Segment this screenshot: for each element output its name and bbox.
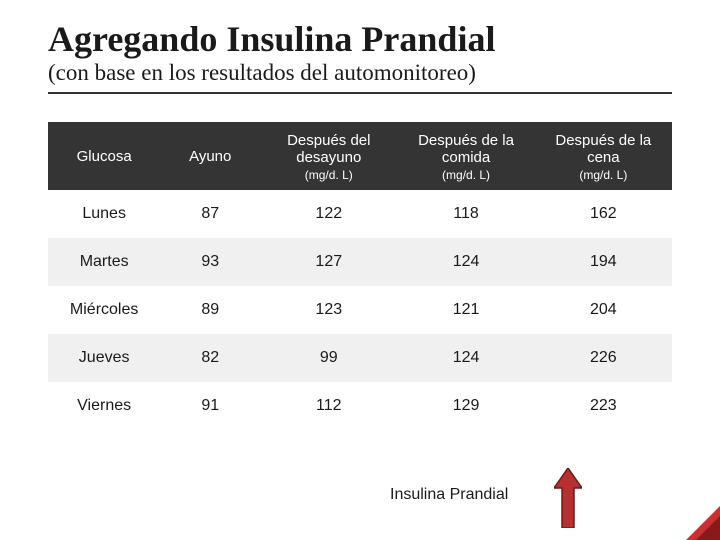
table-header-row: Glucosa Ayuno Después del desayuno (mg/d… bbox=[48, 122, 672, 190]
table-row: Martes 93 127 124 194 bbox=[48, 238, 672, 286]
cell-ayuno: 89 bbox=[160, 286, 260, 334]
cell-comida: 121 bbox=[397, 286, 534, 334]
col-header-ayuno: Ayuno bbox=[160, 122, 260, 190]
cell-comida: 118 bbox=[397, 190, 534, 238]
corner-accent-icon bbox=[686, 506, 720, 540]
col-label: Glucosa bbox=[77, 148, 132, 165]
cell-comida: 124 bbox=[397, 238, 534, 286]
cell-comida: 129 bbox=[397, 382, 534, 430]
cell-cena: 194 bbox=[535, 238, 672, 286]
cell-day: Viernes bbox=[48, 382, 160, 430]
cell-desayuno: 99 bbox=[260, 334, 397, 382]
cell-cena: 223 bbox=[535, 382, 672, 430]
col-header-desayuno: Después del desayuno (mg/d. L) bbox=[260, 122, 397, 190]
cell-ayuno: 93 bbox=[160, 238, 260, 286]
table-row: Lunes 87 122 118 162 bbox=[48, 190, 672, 238]
col-unit: (mg/d. L) bbox=[401, 168, 530, 186]
col-label: Después del desayuno bbox=[287, 132, 370, 166]
cell-day: Lunes bbox=[48, 190, 160, 238]
cell-comida: 124 bbox=[397, 334, 534, 382]
cell-cena: 162 bbox=[535, 190, 672, 238]
glucose-table: Glucosa Ayuno Después del desayuno (mg/d… bbox=[48, 122, 672, 430]
cell-day: Martes bbox=[48, 238, 160, 286]
cell-desayuno: 122 bbox=[260, 190, 397, 238]
cell-cena: 226 bbox=[535, 334, 672, 382]
slide-subtitle: (con base en los resultados del automoni… bbox=[48, 60, 672, 94]
col-label: Ayuno bbox=[189, 148, 231, 165]
cell-desayuno: 123 bbox=[260, 286, 397, 334]
table-row: Viernes 91 112 129 223 bbox=[48, 382, 672, 430]
col-label: Después de la cena bbox=[555, 132, 651, 166]
slide-title: Agregando Insulina Prandial bbox=[48, 18, 672, 60]
cell-day: Miércoles bbox=[48, 286, 160, 334]
col-header-cena: Después de la cena (mg/d. L) bbox=[535, 122, 672, 190]
col-header-comida: Después de la comida (mg/d. L) bbox=[397, 122, 534, 190]
footer-label: Insulina Prandial bbox=[390, 486, 508, 504]
cell-cena: 204 bbox=[535, 286, 672, 334]
col-unit: (mg/d. L) bbox=[539, 168, 668, 186]
cell-desayuno: 112 bbox=[260, 382, 397, 430]
col-header-glucosa: Glucosa bbox=[48, 122, 160, 190]
cell-ayuno: 82 bbox=[160, 334, 260, 382]
cell-day: Jueves bbox=[48, 334, 160, 382]
col-label: Después de la comida bbox=[418, 132, 514, 166]
table-row: Miércoles 89 123 121 204 bbox=[48, 286, 672, 334]
cell-ayuno: 91 bbox=[160, 382, 260, 430]
table-row: Jueves 82 99 124 226 bbox=[48, 334, 672, 382]
cell-ayuno: 87 bbox=[160, 190, 260, 238]
up-arrow-icon bbox=[554, 468, 582, 533]
col-unit: (mg/d. L) bbox=[264, 168, 393, 186]
cell-desayuno: 127 bbox=[260, 238, 397, 286]
